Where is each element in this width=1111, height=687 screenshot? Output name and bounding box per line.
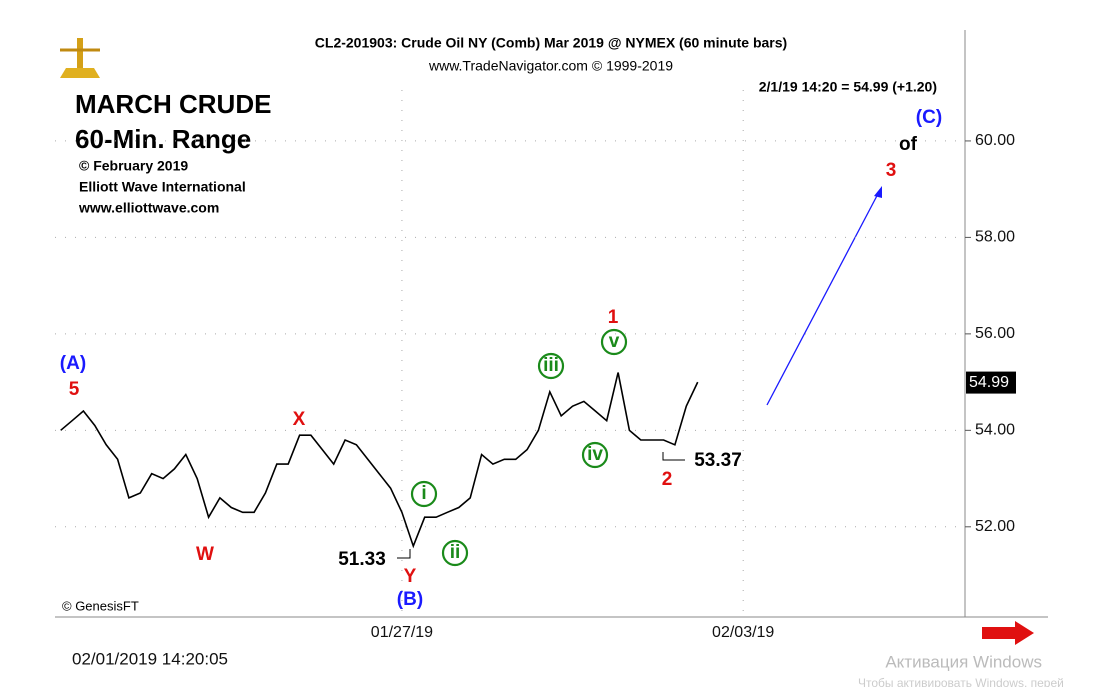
- watermark: Активация Windows: [885, 652, 1042, 671]
- wave-label: 1: [608, 307, 619, 328]
- wave-circle: [581, 441, 609, 469]
- x-tick-label: 02/03/19: [712, 624, 774, 641]
- arrow-head: [874, 186, 882, 198]
- wave-label: (A): [60, 353, 86, 374]
- wave-label: iii: [543, 355, 559, 376]
- wave-label: ii: [450, 542, 461, 563]
- wave-circle: [441, 539, 469, 567]
- y-tick-label: 54.00: [975, 422, 1015, 439]
- watermark: Чтобы активировать Windows, перей: [858, 676, 1064, 687]
- note: © February 2019: [79, 158, 188, 174]
- wave-label: (B): [397, 589, 423, 610]
- wave-label: of: [899, 134, 918, 155]
- note: Elliott Wave International: [79, 179, 246, 195]
- bracket: [662, 452, 685, 461]
- projection-arrow: [766, 189, 881, 406]
- scroll-arrow: [982, 621, 1034, 645]
- wave-circle: [410, 480, 438, 508]
- y-tick-label: 58.00: [975, 229, 1015, 246]
- logo: [60, 38, 100, 78]
- chart-title: CL2-201903: Crude Oil NY (Comb) Mar 2019…: [315, 35, 787, 51]
- wave-label: i: [421, 483, 426, 504]
- bracket: [397, 549, 411, 559]
- note: 60-Min. Range: [75, 124, 251, 154]
- wave-label: 2: [662, 469, 673, 490]
- source: © GenesisFT: [62, 598, 139, 613]
- wave-label: W: [196, 544, 214, 565]
- wave-label: 51.33: [338, 549, 386, 570]
- wave-label: iv: [587, 444, 603, 465]
- note: MARCH CRUDE: [75, 89, 271, 119]
- wave-circle: [537, 352, 565, 380]
- timestamp: 02/01/2019 14:20:05: [72, 649, 228, 668]
- wave-label: v: [609, 331, 620, 352]
- wave-label: X: [293, 409, 306, 430]
- last-price-box: [966, 371, 1016, 394]
- y-tick-label: 56.00: [975, 325, 1015, 342]
- quote: 2/1/19 14:20 = 54.99 (+1.20): [759, 79, 937, 95]
- wave-label: 5: [69, 379, 80, 400]
- y-tick-label: 60.00: [975, 132, 1015, 149]
- wave-label: 53.37: [694, 450, 742, 471]
- wave-label: Y: [404, 566, 417, 587]
- wave-label: 3: [886, 160, 897, 181]
- wave-label: (C): [916, 107, 942, 128]
- last-price-label: 54.99: [969, 374, 1009, 391]
- wave-circle: [600, 328, 628, 356]
- x-tick-label: 01/27/19: [371, 624, 433, 641]
- subtitle: www.TradeNavigator.com © 1999-2019: [428, 58, 673, 74]
- y-tick-label: 52.00: [975, 518, 1015, 535]
- note: www.elliottwave.com: [78, 200, 219, 216]
- price-line: [60, 372, 699, 549]
